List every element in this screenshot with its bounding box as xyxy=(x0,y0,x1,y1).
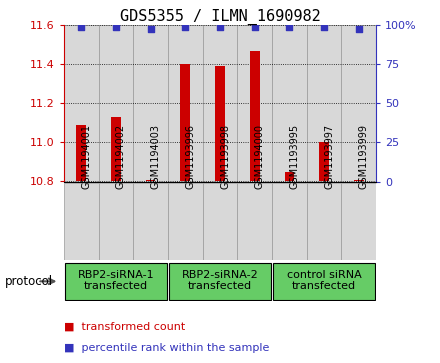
Point xyxy=(112,24,119,30)
Point xyxy=(286,24,293,30)
Text: GSM1194000: GSM1194000 xyxy=(255,125,265,189)
FancyBboxPatch shape xyxy=(168,183,203,260)
FancyBboxPatch shape xyxy=(307,183,341,260)
Bar xyxy=(64,25,99,182)
Bar xyxy=(341,25,376,182)
FancyBboxPatch shape xyxy=(273,263,375,300)
Text: GSM1194002: GSM1194002 xyxy=(116,124,126,189)
Point xyxy=(77,24,84,30)
Bar xyxy=(319,142,329,182)
Bar xyxy=(203,25,237,182)
Point xyxy=(147,26,154,32)
Bar xyxy=(215,66,225,182)
Bar xyxy=(133,25,168,182)
Text: GSM1194003: GSM1194003 xyxy=(150,125,161,189)
Bar xyxy=(272,25,307,182)
Point xyxy=(356,26,363,32)
Text: RBP2-siRNA-2
transfected: RBP2-siRNA-2 transfected xyxy=(182,270,258,291)
Text: control siRNA
transfected: control siRNA transfected xyxy=(287,270,362,291)
Text: GSM1193996: GSM1193996 xyxy=(185,125,195,189)
Bar xyxy=(111,117,121,182)
FancyBboxPatch shape xyxy=(169,263,271,300)
FancyBboxPatch shape xyxy=(272,183,307,260)
Point xyxy=(182,24,189,30)
Bar xyxy=(76,125,86,182)
Text: GDS5355 / ILMN_1690982: GDS5355 / ILMN_1690982 xyxy=(120,9,320,25)
Text: GSM1193998: GSM1193998 xyxy=(220,125,230,189)
Text: ■  transformed count: ■ transformed count xyxy=(64,322,185,332)
Text: GSM1193997: GSM1193997 xyxy=(324,124,334,189)
Bar xyxy=(307,25,341,182)
FancyBboxPatch shape xyxy=(64,183,99,260)
Bar xyxy=(250,51,260,182)
Text: protocol: protocol xyxy=(4,275,52,288)
FancyBboxPatch shape xyxy=(65,263,167,300)
Text: GSM1193999: GSM1193999 xyxy=(359,125,369,189)
Bar xyxy=(168,25,203,182)
Bar xyxy=(354,180,364,182)
Point xyxy=(321,24,328,30)
FancyBboxPatch shape xyxy=(203,183,237,260)
Text: ■  percentile rank within the sample: ■ percentile rank within the sample xyxy=(64,343,269,354)
Bar xyxy=(180,64,190,182)
Point xyxy=(216,24,224,30)
Bar xyxy=(285,172,294,182)
FancyBboxPatch shape xyxy=(341,183,376,260)
Point xyxy=(251,24,258,30)
FancyBboxPatch shape xyxy=(133,183,168,260)
Text: RBP2-siRNA-1
transfected: RBP2-siRNA-1 transfected xyxy=(77,270,154,291)
Bar xyxy=(237,25,272,182)
FancyBboxPatch shape xyxy=(237,183,272,260)
FancyBboxPatch shape xyxy=(99,183,133,260)
Bar xyxy=(99,25,133,182)
Text: GSM1194001: GSM1194001 xyxy=(81,125,91,189)
Bar xyxy=(146,180,155,182)
Text: GSM1193995: GSM1193995 xyxy=(290,124,300,189)
